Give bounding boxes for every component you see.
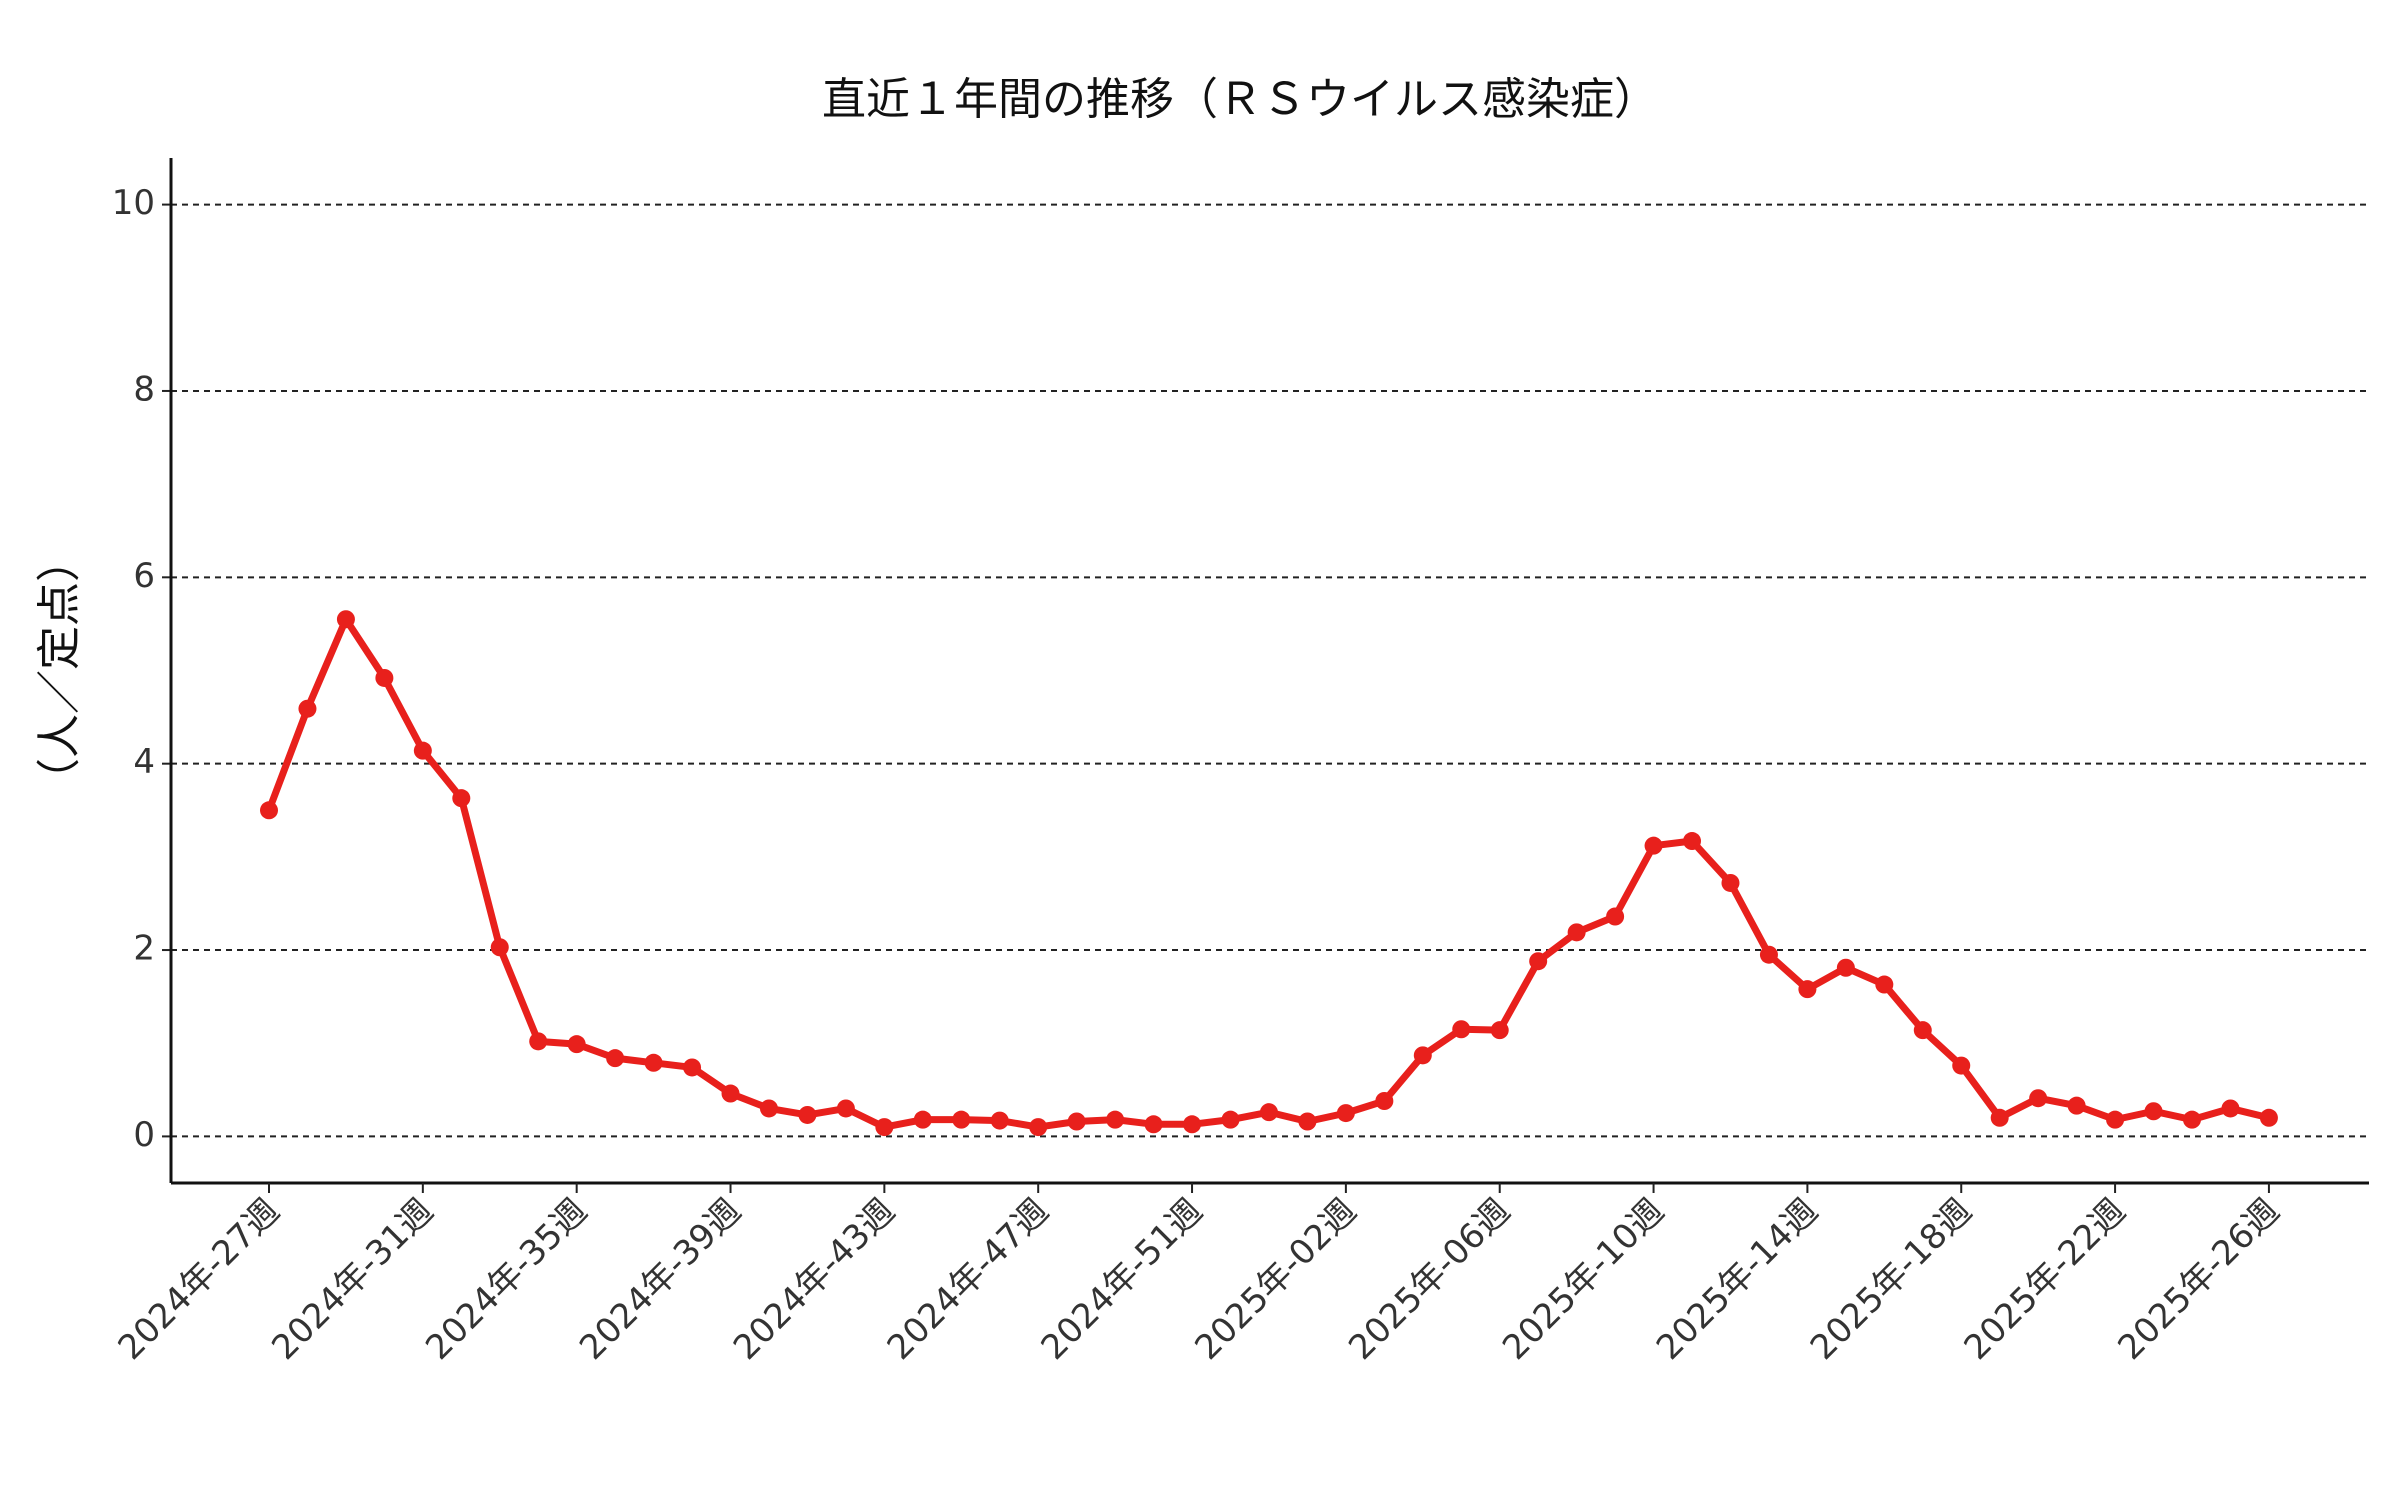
point — [375, 668, 394, 687]
x-tick-label: 2025年-18週 — [1803, 1191, 1980, 1368]
point — [1913, 1021, 1932, 1040]
x-tick-label: 2025年-26週 — [2110, 1191, 2287, 1368]
y-tick-label: 8 — [133, 369, 155, 409]
point — [336, 610, 355, 629]
y-tick-label: 6 — [133, 556, 155, 596]
point — [1644, 836, 1663, 855]
point — [644, 1053, 663, 1072]
y-tick-label: 4 — [133, 742, 155, 782]
point — [875, 1118, 894, 1137]
y-tick-label: 10 — [112, 183, 155, 223]
point — [452, 789, 471, 808]
x-tick-label: 2025年-14週 — [1649, 1191, 1826, 1368]
point — [2106, 1110, 2125, 1129]
point — [1490, 1021, 1509, 1040]
point — [1106, 1110, 1125, 1129]
point — [1221, 1110, 1240, 1129]
point — [1798, 980, 1817, 999]
point — [2221, 1099, 2240, 1118]
point — [1721, 873, 1740, 892]
chart-title: 直近１年間の推移（ＲＳウイルス感染症） — [822, 74, 1658, 125]
point — [2067, 1096, 2086, 1115]
x-tick-label: 2024年-43週 — [726, 1191, 903, 1368]
point — [1567, 923, 1586, 942]
point — [2183, 1110, 2201, 1129]
point — [1259, 1103, 1278, 1122]
point — [1336, 1104, 1355, 1123]
point — [1683, 832, 1702, 851]
x-tick-label: 2025年-06週 — [1341, 1191, 1518, 1368]
x-tick-label: 2025年-22週 — [1957, 1191, 2134, 1368]
point — [836, 1099, 855, 1118]
y-axis-label: （人／定点） — [34, 538, 85, 802]
line — [265, 615, 2270, 1131]
point — [1029, 1118, 1048, 1137]
point — [1529, 952, 1548, 971]
point — [1952, 1056, 1971, 1075]
point — [1990, 1108, 2009, 1127]
y-tick-label: 2 — [133, 929, 155, 969]
point — [1298, 1112, 1317, 1131]
point — [1759, 945, 1778, 964]
point — [1067, 1112, 1086, 1131]
point — [606, 1049, 625, 1068]
point — [567, 1035, 586, 1054]
point — [529, 1032, 548, 1051]
point — [798, 1105, 817, 1124]
y-tick-label: 0 — [133, 1115, 155, 1155]
point — [2259, 1108, 2278, 1127]
x-tick-label: 2024年-51週 — [1034, 1191, 1211, 1368]
point — [2144, 1102, 2163, 1121]
point — [990, 1111, 1009, 1130]
point — [2029, 1089, 2048, 1108]
point — [1452, 1020, 1471, 1039]
point — [1606, 907, 1625, 926]
point — [1183, 1115, 1202, 1134]
point — [298, 699, 317, 718]
point — [260, 801, 278, 820]
x-tick-label: 2024年-47週 — [880, 1191, 1057, 1368]
x-tick-label: 2025年-10週 — [1495, 1191, 1672, 1368]
point — [1375, 1092, 1394, 1110]
point — [913, 1110, 932, 1129]
point — [759, 1099, 778, 1118]
point — [1836, 958, 1855, 977]
point — [490, 938, 509, 957]
point — [683, 1058, 702, 1077]
point — [1875, 975, 1894, 994]
point — [1413, 1046, 1432, 1065]
point — [952, 1110, 971, 1129]
point — [721, 1084, 740, 1103]
x-tick-label: 2024年-31週 — [264, 1191, 441, 1368]
x-tick-label: 2024年-27週 — [111, 1191, 288, 1368]
x-tick-label: 2024年-35週 — [418, 1191, 595, 1368]
point — [413, 741, 432, 760]
point — [1144, 1115, 1163, 1134]
x-tick-label: 2025年-02週 — [1187, 1191, 1364, 1368]
x-tick-label: 2024年-39週 — [572, 1191, 749, 1368]
